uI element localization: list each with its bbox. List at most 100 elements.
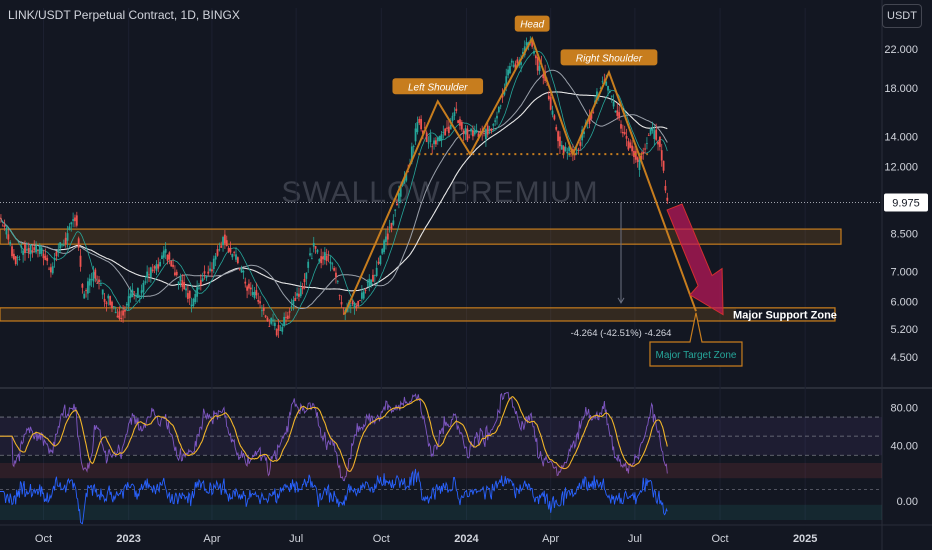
candle-body [433,140,435,145]
candle-body [553,115,556,120]
candle-body [377,261,380,264]
candle-body [20,246,23,248]
candle-body [660,150,663,161]
candle-body [520,62,522,65]
candle-body [412,146,415,147]
candle-body [59,242,62,249]
candle-body [135,294,137,297]
candle-body [534,55,537,59]
pattern-label-bg [392,78,484,95]
candle-body [262,307,265,311]
candle-body [379,255,382,265]
candle-body [166,254,169,261]
candle-body [131,289,134,298]
candle-body [81,284,84,288]
candle-body [446,127,448,129]
time-tick-label: Jul [289,533,303,545]
candle-body [388,226,391,228]
candle-body [101,289,104,295]
candle-body [40,247,43,254]
pattern-label-bg [514,15,550,32]
candle-body [159,261,162,267]
candle-body [212,258,215,269]
rsi-signal-line [0,395,668,472]
candle-body [90,279,93,281]
candle-body [186,293,189,299]
candle-body [198,287,200,289]
candle-body [486,125,489,135]
candle-body [497,107,500,113]
candle-body [422,130,424,135]
candle-body [290,305,293,307]
candle-body [323,252,326,260]
candle-body [66,233,69,241]
candle-body [316,249,319,253]
candle-body [120,317,123,320]
price-tick-label: 7.000 [890,266,918,278]
moving-average-short [0,50,668,326]
candle-body [87,281,89,294]
candle-body [205,276,208,279]
candle-body [92,272,95,282]
candle-body [320,256,323,264]
candle-body [312,243,315,247]
candle-body [236,257,239,264]
currency-selector-button[interactable]: USDT [882,4,922,28]
candle-body [325,255,328,262]
price-tick-label: 12.000 [884,162,918,174]
candle-body [607,85,609,91]
candle-body [466,128,469,141]
candle-body [25,249,28,251]
oscillator-line [0,468,668,525]
candle-body [118,311,121,319]
candle-body [416,122,419,133]
candle-body [146,271,149,278]
candle-body [451,115,454,121]
candle-body [373,274,376,276]
candle-body [547,95,550,100]
candle-body [111,301,113,309]
candle-body [357,300,360,306]
candle-body [514,63,517,69]
osc-band-upper [0,463,882,479]
candle-body [38,244,41,255]
candle-body [636,157,639,162]
candle-body [31,250,34,253]
candle-body [431,146,434,148]
candle-body [510,60,513,63]
pattern-label-right-shoulder: Right Shoulder [576,53,643,64]
candle-body [57,249,60,253]
candle-body [5,228,8,235]
candle-body [16,257,19,258]
candle-body [127,296,130,307]
candle-body [368,278,371,287]
time-tick-label: Apr [542,533,559,545]
candle-body [218,249,221,251]
price-tick-label: 18.000 [884,83,918,95]
candle-body [418,118,421,123]
candle-body [392,220,395,225]
candle-body [266,317,269,322]
candle-body [414,128,417,142]
candle-body [18,259,21,260]
candle-body [70,222,73,225]
candle-body [603,79,606,81]
candle-body [157,264,160,269]
candle-body [22,250,25,255]
candle-body [366,281,369,283]
last-price-badge [884,193,928,212]
candle-body [583,131,585,135]
candle-body [383,240,385,253]
candle-body [640,155,643,160]
candle-body [610,95,613,97]
candle-body [499,105,502,107]
time-tick-label: 2024 [454,533,479,545]
candle-body [301,286,304,290]
candle-body [55,251,58,257]
candle-body [85,290,87,292]
candle-body [592,111,595,113]
candle-body [633,150,635,157]
candle-body [257,299,260,302]
candle-body [318,259,321,262]
